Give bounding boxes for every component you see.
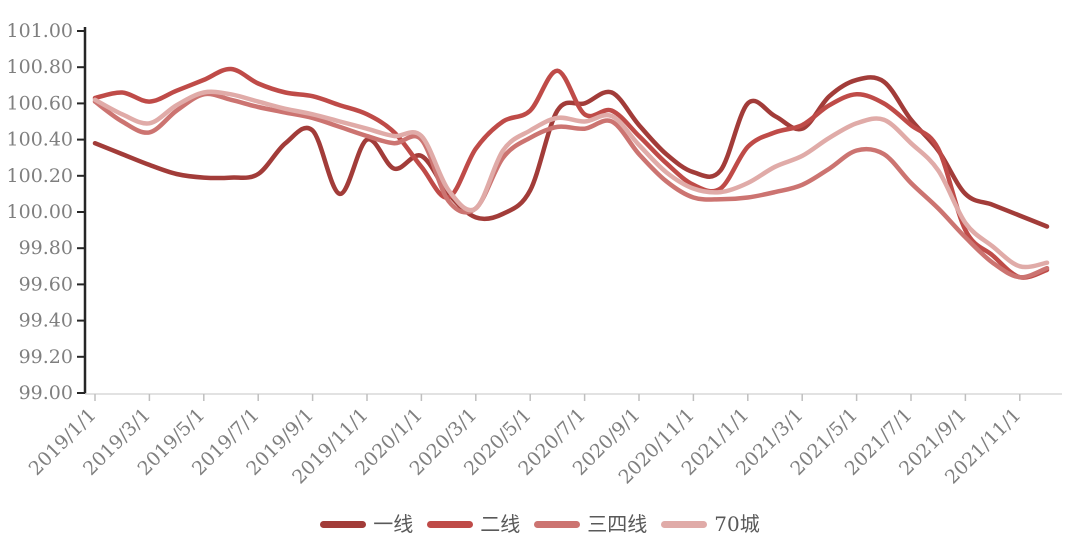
legend-label-3: 三四线	[587, 512, 648, 536]
y-axis-label: 101.00	[7, 20, 73, 42]
legend: 一线 二线 三四线 70城	[0, 514, 1080, 534]
y-axis-label: 100.20	[7, 165, 73, 187]
legend-swatch-1	[320, 520, 367, 528]
legend-item-2: 二线	[427, 514, 520, 534]
series-line-3	[92, 91, 1050, 280]
y-axis-label: 99.40	[19, 310, 73, 332]
legend-label-4: 70城	[714, 512, 760, 536]
legend-swatch-3	[534, 520, 581, 528]
legend-item-3: 三四线	[534, 514, 647, 534]
y-axis-label: 100.60	[7, 92, 73, 114]
y-axis-label: 99.00	[19, 382, 73, 404]
y-axis-label: 99.80	[19, 237, 73, 259]
y-axis-label: 99.60	[19, 273, 73, 295]
legend-label-2: 二线	[480, 512, 521, 536]
y-axis-label: 100.80	[7, 56, 73, 78]
legend-swatch-4	[661, 520, 708, 528]
y-axis-label: 100.40	[7, 129, 73, 151]
series-line-1	[92, 75, 1050, 229]
series-line-2	[92, 66, 1050, 280]
legend-item-4: 70城	[661, 512, 760, 536]
legend-swatch-2	[427, 520, 474, 528]
y-axis-label: 99.20	[19, 346, 73, 368]
y-axis-label: 100.00	[7, 201, 73, 223]
legend-label-1: 一线	[373, 512, 414, 536]
series-line-4	[92, 89, 1050, 270]
legend-item-1: 一线	[320, 514, 413, 534]
